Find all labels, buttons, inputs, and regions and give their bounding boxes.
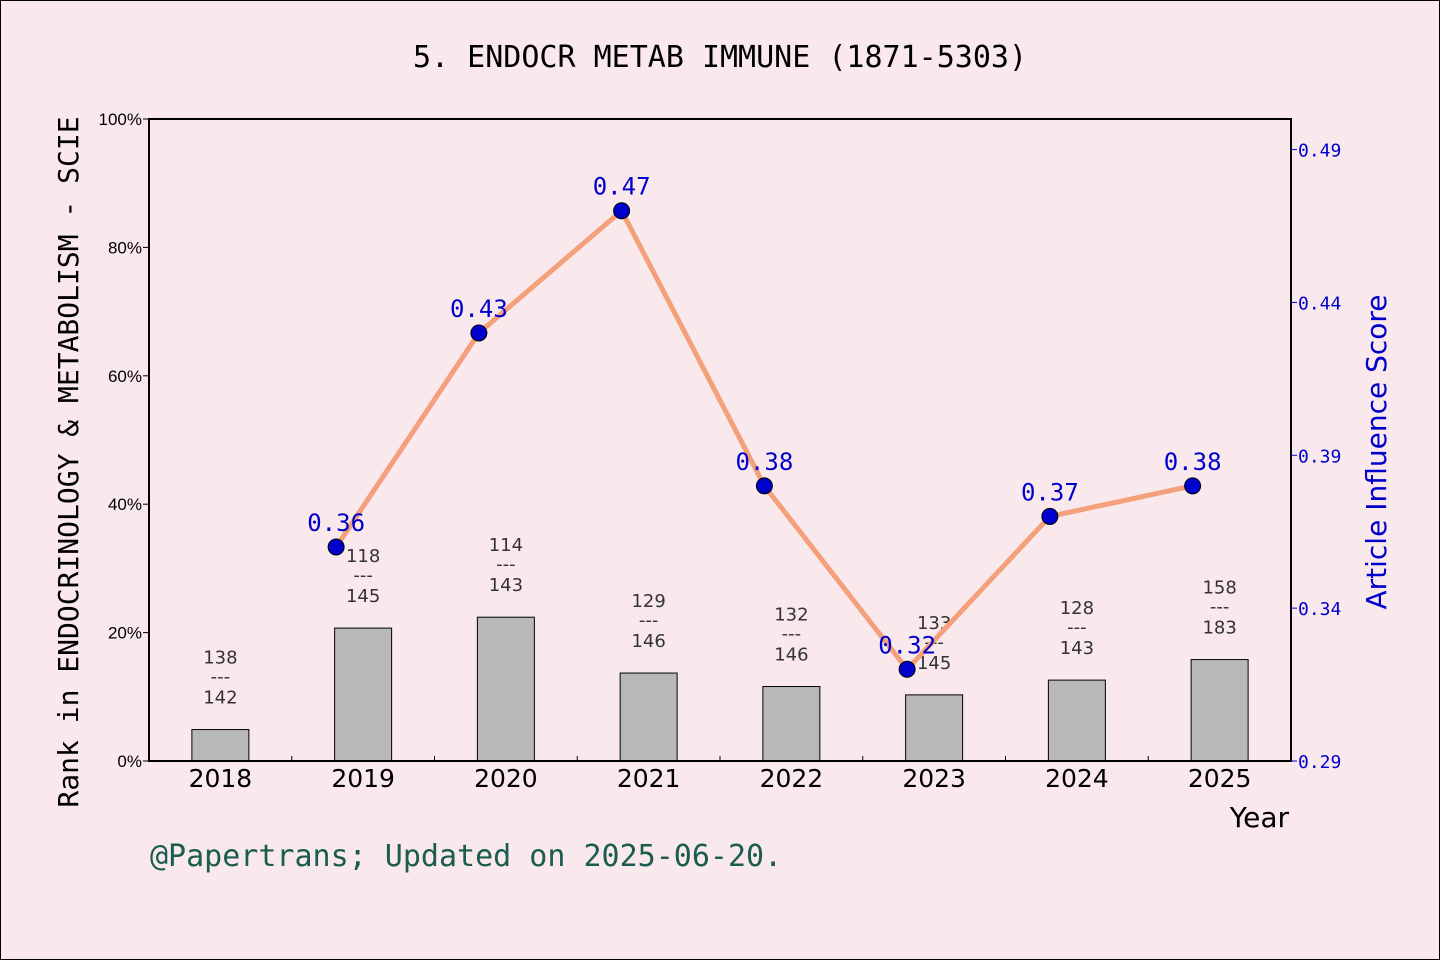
left-tick-label: 20% bbox=[108, 624, 142, 643]
influence-point-label: 0.37 bbox=[1021, 478, 1079, 506]
influence-point-label: 0.38 bbox=[1164, 448, 1222, 476]
plot-area-border bbox=[148, 118, 1292, 762]
bar-2023 bbox=[905, 694, 964, 762]
bar-total-label: 183 bbox=[1202, 618, 1236, 639]
x-tick-label: 2021 bbox=[617, 764, 681, 793]
bar-2022 bbox=[762, 686, 821, 762]
bar-total-label: 145 bbox=[346, 586, 380, 607]
bar-separator: --- bbox=[782, 624, 802, 645]
x-tick-label: 2019 bbox=[331, 764, 395, 793]
influence-point-2024 bbox=[1041, 507, 1059, 525]
influence-point-2023 bbox=[898, 660, 916, 678]
bar-separator: --- bbox=[211, 667, 231, 688]
bar-total-label: 143 bbox=[489, 575, 523, 596]
bar-2025 bbox=[1190, 659, 1249, 762]
bar-2024 bbox=[1047, 679, 1106, 762]
bar-total-label: 146 bbox=[631, 631, 665, 652]
bar-separator: --- bbox=[639, 610, 659, 631]
bar-rank-label: 129 bbox=[631, 591, 665, 612]
axes-layer: 0% 20% 40% 60% 80% 100% 0.29 0.34 0.39 0.44 0.49 20… bbox=[99, 110, 1342, 793]
influence-point-2022 bbox=[755, 477, 773, 495]
bar-rank-label: 114 bbox=[489, 535, 523, 556]
bar-total-label: 142 bbox=[203, 688, 237, 709]
right-tick-label: 0.29 bbox=[1298, 752, 1341, 773]
right-tick-label: 0.44 bbox=[1298, 293, 1341, 314]
bar-rank-label: 158 bbox=[1202, 578, 1236, 599]
left-tick-label: 100% bbox=[99, 110, 142, 129]
x-tick-label: 2020 bbox=[474, 764, 538, 793]
bar-2019 bbox=[334, 627, 393, 762]
x-tick-label: 2025 bbox=[1188, 764, 1252, 793]
influence-point-label: 0.38 bbox=[735, 448, 793, 476]
chart-title: 5. ENDOCR METAB IMMUNE (1871-5303) bbox=[413, 40, 1027, 75]
bar-rank-label: 128 bbox=[1060, 598, 1094, 619]
x-tick-label: 2024 bbox=[1045, 764, 1109, 793]
bar-separator: --- bbox=[353, 565, 373, 586]
footer-credit: @Papertrans; Updated on 2025-06-20. bbox=[150, 839, 782, 874]
influence-point-2020 bbox=[470, 324, 488, 342]
bar-2021 bbox=[619, 672, 678, 762]
bar-separator: --- bbox=[496, 554, 516, 575]
bar-2018 bbox=[191, 729, 250, 762]
influence-point-label: 0.36 bbox=[307, 509, 365, 537]
left-axis-label: Rank in ENDOCRINOLOGY & METABOLISM - SCI… bbox=[52, 116, 85, 807]
bars-layer: 138---142118---145114---143129---146132-… bbox=[191, 535, 1249, 762]
bar-rank-label: 138 bbox=[203, 648, 237, 669]
right-tick-label: 0.39 bbox=[1298, 446, 1341, 467]
influence-point-2021 bbox=[613, 202, 631, 220]
influence-point-label: 0.32 bbox=[878, 631, 936, 659]
bar-total-label: 145 bbox=[917, 653, 951, 674]
bar-rank-label: 118 bbox=[346, 546, 380, 567]
bar-2020 bbox=[476, 616, 535, 762]
influence-point-label: 0.47 bbox=[593, 173, 651, 201]
bar-separator: --- bbox=[1067, 617, 1087, 638]
line-layer: 0.36 0.43 0.47 0.38 0.32 0.37 0.38 bbox=[307, 173, 1222, 678]
bar-total-label: 143 bbox=[1060, 638, 1094, 659]
left-tick-label: 60% bbox=[108, 367, 142, 386]
x-axis-label: Year bbox=[1229, 801, 1290, 834]
influence-point-label: 0.43 bbox=[450, 295, 508, 323]
influence-point-2025 bbox=[1184, 477, 1202, 495]
bar-rank-label: 132 bbox=[774, 605, 808, 626]
right-tick-label: 0.49 bbox=[1298, 141, 1341, 162]
right-tick-label: 0.34 bbox=[1298, 599, 1341, 620]
left-tick-label: 0% bbox=[117, 752, 142, 771]
bar-total-label: 146 bbox=[774, 645, 808, 666]
left-tick-label: 40% bbox=[108, 495, 142, 514]
left-tick-label: 80% bbox=[108, 238, 142, 257]
x-tick-label: 2022 bbox=[760, 764, 824, 793]
right-axis-label: Article Influence Score bbox=[1360, 294, 1393, 609]
x-tick-label: 2018 bbox=[189, 764, 253, 793]
bar-separator: --- bbox=[1210, 597, 1230, 618]
influence-point-2019 bbox=[327, 538, 345, 556]
x-tick-label: 2023 bbox=[902, 764, 966, 793]
